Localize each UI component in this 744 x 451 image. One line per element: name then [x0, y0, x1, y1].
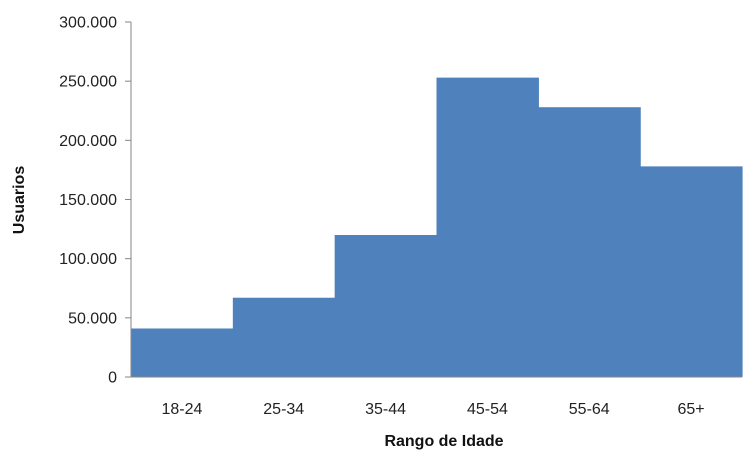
- bar-55-64: [538, 107, 641, 377]
- y-tick-label: 300.000: [59, 15, 117, 32]
- y-tick-label: 0: [108, 370, 117, 387]
- y-tick-label: 100.000: [59, 251, 117, 268]
- bar-65+: [640, 166, 743, 377]
- x-tick-label: 18-24: [161, 401, 202, 418]
- bar-45-54: [436, 77, 539, 378]
- x-tick-label: 35-44: [365, 401, 406, 418]
- x-tick-label: 65+: [678, 401, 705, 418]
- y-tick-label: 200.000: [59, 133, 117, 150]
- x-tick-labels: 18-24 25-34 35-44 45-54 55-64 65+: [161, 401, 704, 418]
- bar-35-44: [334, 235, 438, 377]
- x-axis-title: Rango de Idade: [384, 433, 503, 450]
- x-tick-label: 25-34: [263, 401, 304, 418]
- bar-18-24: [131, 328, 234, 377]
- y-tick-label: 50.000: [68, 310, 117, 327]
- x-tick-label: 45-54: [467, 401, 508, 418]
- bar-25-34: [232, 297, 336, 377]
- x-tick-label: 55-64: [569, 401, 610, 418]
- y-tick-label: 250.000: [59, 74, 117, 91]
- y-axis-title: Usuarios: [11, 166, 28, 235]
- y-tick-label: 150.000: [59, 192, 117, 209]
- bars-layer: [131, 77, 743, 378]
- y-tick-labels: 0 50.000 100.000 150.000 200.000 250.000 300.0…: [59, 15, 131, 387]
